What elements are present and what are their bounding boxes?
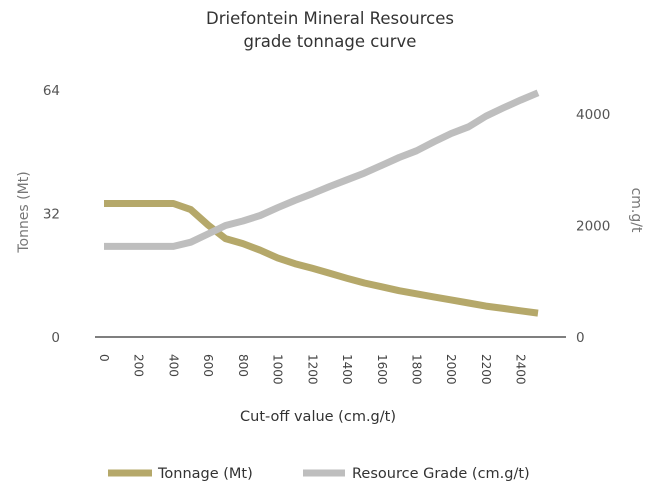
right-tick-label: 2000: [576, 219, 610, 235]
legend-label-resource-grade: Resource Grade (cm.g/t): [352, 466, 530, 482]
x-tick-label: 2400: [514, 354, 528, 385]
left-tick-label: 64: [43, 83, 60, 99]
right-axis-ticks: 0 2000 4000: [576, 107, 610, 346]
x-tick-label: 1400: [340, 354, 354, 385]
x-tick-label: 1000: [271, 354, 285, 385]
legend: Tonnage (Mt) Resource Grade (cm.g/t): [108, 466, 530, 482]
x-tick-label: 1800: [409, 354, 423, 385]
x-tick-label: 800: [236, 354, 250, 377]
x-axis-label: Cut-off value (cm.g/t): [240, 409, 396, 425]
left-axis-label: Tonnes (Mt): [16, 171, 32, 253]
x-axis-ticks: 0 200 400 600 800 1000 1200 1400 1600 1800 2000 220…: [97, 354, 528, 385]
chart-title-line-2: grade tonnage curve: [244, 32, 417, 51]
right-axis-label: cm.g/t: [628, 188, 644, 233]
x-tick-label: 2200: [479, 354, 493, 385]
right-tick-label: 4000: [576, 107, 610, 123]
x-tick-label: 2000: [444, 354, 458, 385]
x-tick-label: 200: [132, 354, 146, 377]
left-axis-ticks: 0 32 64: [43, 83, 60, 346]
series-lines: [104, 89, 540, 317]
chart-title-line-1: Driefontein Mineral Resources: [206, 9, 454, 28]
legend-label-tonnage: Tonnage (Mt): [157, 466, 253, 482]
resource-grade-series-line: [104, 89, 540, 250]
tonnage-series-line: [104, 200, 539, 317]
x-tick-label: 0: [97, 354, 111, 362]
right-tick-label: 0: [576, 330, 585, 346]
left-tick-label: 0: [51, 330, 60, 346]
x-tick-label: 1200: [305, 354, 319, 385]
x-tick-label: 400: [166, 354, 180, 377]
x-tick-label: 600: [201, 354, 215, 377]
left-tick-label: 32: [43, 207, 60, 223]
x-tick-label: 1600: [375, 354, 389, 385]
